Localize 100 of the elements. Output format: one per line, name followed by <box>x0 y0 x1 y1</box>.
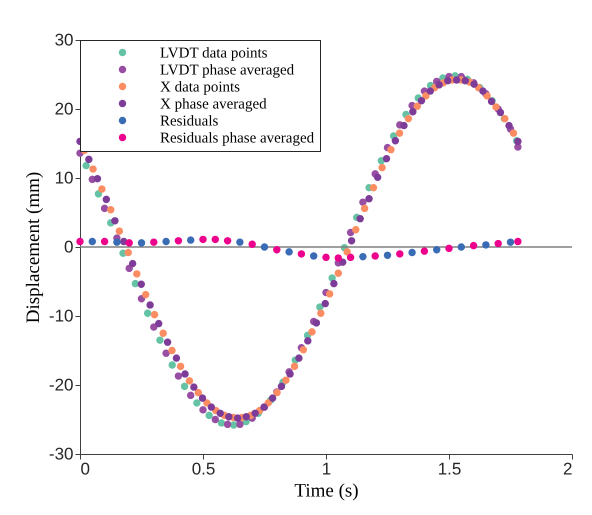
point <box>404 114 412 122</box>
point <box>282 376 290 384</box>
point <box>396 250 404 258</box>
legend-label: X data points <box>160 80 240 96</box>
point <box>102 196 110 204</box>
point <box>359 198 367 206</box>
point <box>514 238 522 246</box>
point <box>445 244 453 252</box>
point <box>212 236 220 244</box>
point <box>128 260 136 268</box>
point <box>116 227 124 235</box>
point <box>212 416 220 424</box>
point <box>334 254 342 262</box>
point <box>382 154 390 162</box>
point <box>146 301 154 309</box>
y-tick-label: -20 <box>48 376 74 394</box>
point <box>193 399 201 407</box>
point <box>98 185 106 193</box>
point <box>285 248 293 256</box>
point <box>409 108 417 116</box>
point <box>360 204 368 212</box>
point <box>168 361 176 369</box>
point <box>150 238 158 246</box>
point <box>462 77 469 84</box>
point <box>365 195 373 202</box>
point <box>418 97 426 104</box>
point <box>218 419 226 427</box>
legend-label: Residuals phase averaged <box>160 130 315 146</box>
point <box>156 336 164 344</box>
point <box>236 420 244 428</box>
point <box>186 236 194 244</box>
point <box>422 92 430 100</box>
point <box>384 252 392 259</box>
point <box>100 204 108 212</box>
point <box>155 320 162 328</box>
point <box>387 146 395 154</box>
point <box>224 420 232 428</box>
y-tick-label: -10 <box>48 306 74 326</box>
point <box>174 372 182 380</box>
y-axis-title: Displacement (mm) <box>22 172 44 324</box>
point <box>236 238 244 246</box>
point <box>359 252 367 260</box>
point <box>190 383 198 391</box>
point <box>408 248 416 256</box>
point <box>205 412 213 420</box>
y-tick-label: 20 <box>54 100 74 118</box>
point <box>199 406 207 414</box>
point <box>396 129 404 137</box>
x-tick-label: 1.5 <box>438 460 462 478</box>
point <box>138 239 146 247</box>
x-tick-label: 0.5 <box>192 460 216 478</box>
point <box>435 81 443 89</box>
point <box>510 129 518 137</box>
point <box>172 354 180 362</box>
point <box>426 87 434 95</box>
point <box>506 238 514 246</box>
point <box>150 310 158 318</box>
point <box>278 382 286 390</box>
point <box>162 238 170 246</box>
point <box>452 76 460 84</box>
y-tick-label: 30 <box>54 30 74 50</box>
point <box>492 103 500 111</box>
point <box>168 346 176 354</box>
point <box>162 350 170 357</box>
point <box>142 290 150 298</box>
legend-label: LVDT phase averaged <box>160 62 295 78</box>
point <box>176 362 184 370</box>
point <box>334 270 342 277</box>
point <box>374 174 382 182</box>
point <box>260 243 268 251</box>
legend-label: X phase averaged <box>160 96 268 112</box>
point <box>400 122 408 130</box>
point <box>308 328 316 336</box>
point <box>322 254 330 262</box>
x-axis-title: Time (s) <box>294 480 359 502</box>
point <box>208 403 216 411</box>
y-tick-label: 0 <box>64 238 74 256</box>
point <box>304 337 312 345</box>
point <box>186 392 194 400</box>
y-tick-label: 10 <box>54 168 74 188</box>
point <box>251 410 259 417</box>
point <box>300 346 308 354</box>
point <box>343 248 351 256</box>
point <box>88 238 96 246</box>
point <box>322 300 329 308</box>
point <box>298 250 306 258</box>
point <box>186 377 194 385</box>
point <box>82 162 90 170</box>
point <box>444 77 452 84</box>
point <box>144 310 152 317</box>
point <box>125 239 133 247</box>
point <box>317 310 325 317</box>
point <box>371 252 379 260</box>
point <box>234 414 242 422</box>
point <box>199 236 207 244</box>
point <box>482 241 490 249</box>
point <box>356 215 364 222</box>
legend-label: Residuals <box>160 114 218 130</box>
point <box>111 217 119 224</box>
point <box>505 122 513 130</box>
